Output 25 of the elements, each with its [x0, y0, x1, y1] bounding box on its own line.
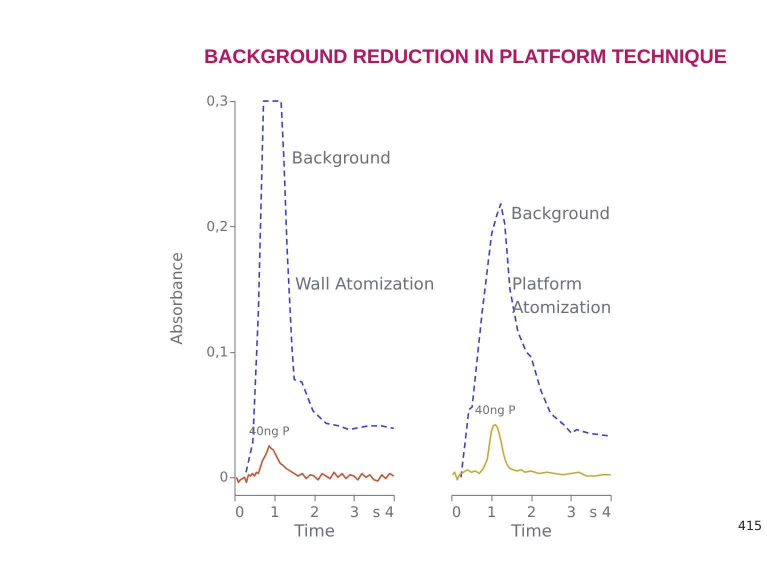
x-tick-label: 2 [526, 504, 536, 521]
annotation: 40ng P [474, 402, 516, 417]
x-axis-title: Time [293, 521, 335, 540]
x-tick-label: 1 [270, 504, 280, 521]
y-tick-label: 0 [219, 470, 228, 486]
y-tick-label: 0,2 [206, 218, 228, 235]
annotation: Background [292, 148, 391, 168]
x-tick-label: 0 [234, 504, 244, 521]
annotation: Background [510, 204, 610, 223]
x-tick-label: 3 [566, 504, 576, 521]
annotation: Wall Atomization [295, 274, 434, 294]
text: 415 [738, 518, 762, 534]
y-tick-label: 0,3 [206, 93, 228, 110]
x-tick-label: 3 [350, 504, 360, 521]
x-tick-label: 0 [452, 504, 462, 521]
x-tick-label: 1 [487, 504, 496, 521]
x-tick-label: s 4 [590, 504, 612, 521]
line-series [236, 445, 395, 484]
annotation: Platform Atomization [512, 274, 612, 318]
text: BACKGROUND REDUCTION IN PLATFORM TECHNIQUE [204, 46, 727, 68]
y-axis-title: Absorbance [166, 252, 186, 345]
x-axis-title: Time [510, 521, 552, 540]
y-tick-label: 0,1 [206, 344, 228, 360]
x-tick-label: s 4 [372, 504, 394, 521]
x-tick-label: 2 [310, 504, 320, 521]
